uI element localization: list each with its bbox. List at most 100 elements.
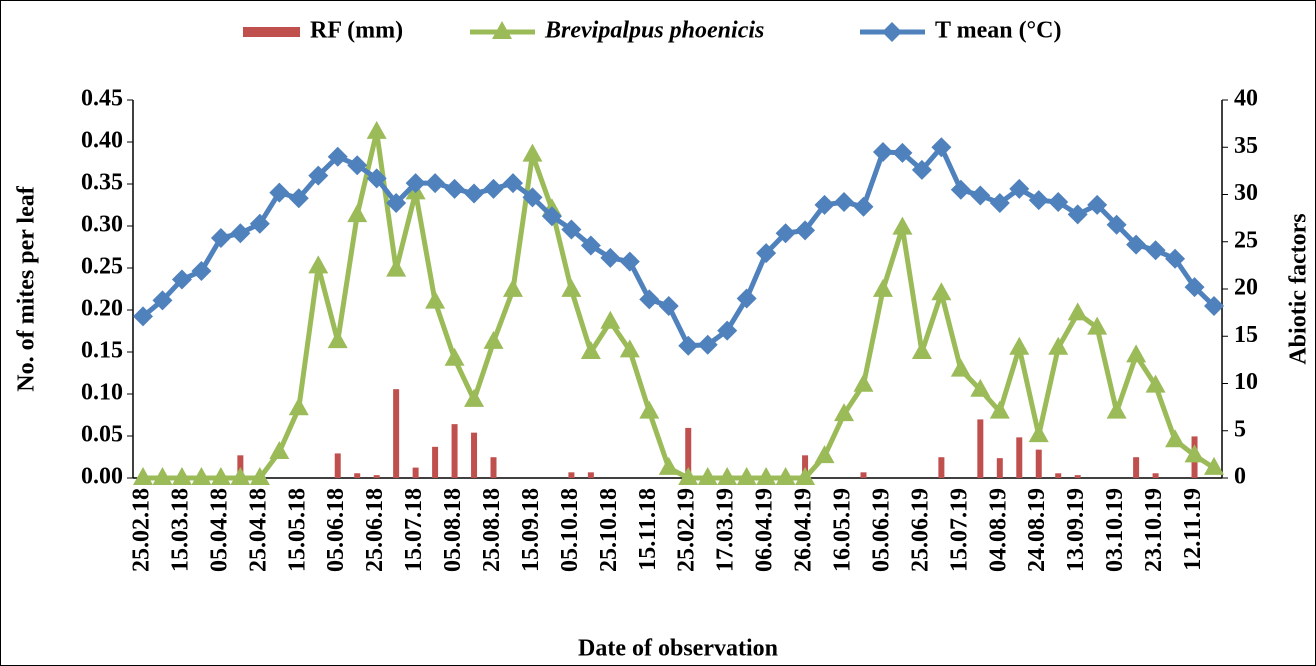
x-tick-label: 25.02.19 <box>674 488 700 572</box>
bar <box>802 455 809 478</box>
marker <box>1087 316 1108 335</box>
marker <box>191 467 212 485</box>
marker <box>989 193 1010 214</box>
bar <box>1055 473 1062 478</box>
marker <box>931 137 952 158</box>
legend-label: T mean (°C) <box>935 18 1061 44</box>
marker <box>892 216 913 235</box>
marker <box>444 178 465 199</box>
x-tick-label: 05.10.18 <box>557 488 583 572</box>
bar <box>432 446 439 478</box>
marker <box>327 330 348 349</box>
marker <box>736 288 757 309</box>
y-tick-label: 0.15 <box>81 338 123 364</box>
bar <box>471 432 478 478</box>
bar <box>490 457 497 478</box>
bar <box>354 473 361 478</box>
marker <box>483 178 504 199</box>
bar <box>412 467 419 478</box>
marker <box>658 456 679 475</box>
marker <box>795 467 816 485</box>
x-tick-label: 25.04.18 <box>245 488 271 572</box>
marker <box>269 182 290 203</box>
y-tick-label: 0.10 <box>81 380 123 406</box>
marker <box>522 143 543 162</box>
bar <box>996 458 1003 478</box>
legend-swatch <box>882 22 902 42</box>
bar <box>977 419 984 478</box>
y-tick-label: 0.45 <box>81 86 123 112</box>
marker <box>1067 302 1088 321</box>
marker <box>249 467 270 485</box>
marker <box>483 330 504 349</box>
marker <box>775 467 796 485</box>
marker <box>872 278 893 297</box>
marker <box>639 289 660 310</box>
marker <box>639 400 660 419</box>
x-tick-label: 05.04.18 <box>206 488 232 572</box>
x-tick-label: 03.10.19 <box>1102 488 1128 572</box>
marker <box>580 341 601 359</box>
marker <box>853 373 874 392</box>
marker <box>561 278 582 297</box>
marker <box>269 440 290 459</box>
marker <box>600 310 621 329</box>
legend-label: RF (mm) <box>310 18 403 44</box>
marker <box>444 347 465 366</box>
legend-swatch <box>243 27 300 37</box>
legend-swatch <box>492 21 512 39</box>
marker <box>561 219 582 240</box>
y2-tick-label: 5 <box>1234 416 1246 442</box>
marker <box>347 155 368 176</box>
y2-axis-title: Abiotic factors <box>1286 213 1312 364</box>
marker <box>366 120 387 139</box>
marker <box>619 339 640 358</box>
marker <box>133 467 153 485</box>
marker <box>308 255 329 274</box>
marker <box>522 187 543 208</box>
bar <box>1074 475 1081 478</box>
x-tick-label: 15.07.18 <box>401 488 427 572</box>
legend-label: Brevipalpus phoenicis <box>544 18 764 44</box>
x-tick-label: 05.08.18 <box>440 488 466 572</box>
marker <box>911 341 932 359</box>
marker <box>1106 214 1127 235</box>
marker <box>210 227 231 248</box>
bar <box>451 424 458 478</box>
marker <box>171 269 192 290</box>
marker <box>152 290 173 311</box>
bar <box>568 472 575 478</box>
marker <box>1067 204 1088 225</box>
x-tick-label: 05.06.19 <box>868 488 894 572</box>
marker <box>464 388 485 407</box>
x-tick-label: 15.09.18 <box>518 488 544 572</box>
x-tick-label: 25.06.19 <box>907 488 933 572</box>
marker <box>775 223 796 244</box>
marker <box>814 194 835 215</box>
marker <box>834 403 855 422</box>
bar <box>1035 449 1042 478</box>
marker <box>678 467 699 485</box>
x-tick-label: 04.08.19 <box>985 488 1011 572</box>
marker <box>1009 336 1030 355</box>
x-tick-label: 25.02.18 <box>129 488 155 572</box>
marker <box>425 173 446 194</box>
marker <box>502 173 523 194</box>
marker <box>1126 344 1147 363</box>
y2-tick-label: 30 <box>1234 180 1258 206</box>
x-tick-label: 15.03.18 <box>167 488 193 572</box>
y2-tick-label: 15 <box>1234 322 1258 348</box>
bar <box>373 475 380 478</box>
marker <box>892 142 913 163</box>
marker <box>872 141 893 162</box>
bar <box>393 389 400 478</box>
x-tick-label: 25.06.18 <box>362 488 388 572</box>
marker <box>1106 400 1127 419</box>
marker <box>853 196 874 217</box>
x-tick-label: 15.07.19 <box>946 488 972 572</box>
x-tick-label: 16.05.19 <box>830 488 856 572</box>
marker <box>970 185 991 206</box>
marker <box>1184 277 1205 298</box>
marker <box>931 282 952 301</box>
marker <box>1145 374 1166 393</box>
